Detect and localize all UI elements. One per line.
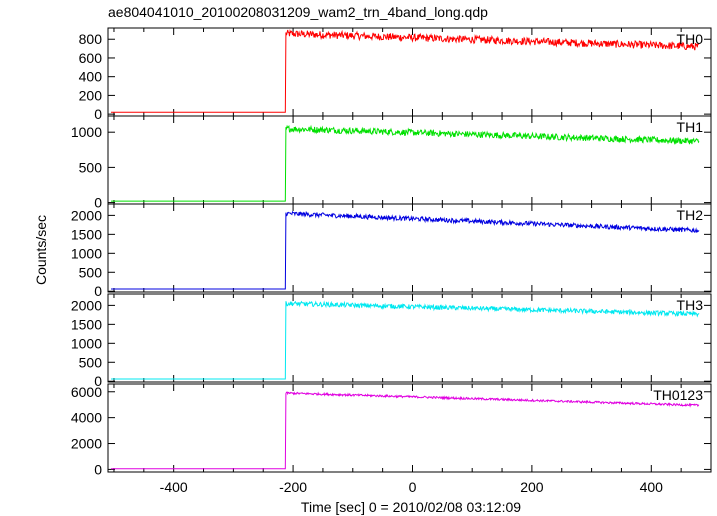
y-tick-label: 0: [94, 461, 102, 477]
series-line-th1: [110, 124, 700, 202]
y-tick-label: 0: [94, 195, 102, 211]
panel-frame: [107, 383, 712, 473]
x-axis-label: Time [sec] 0 = 2010/02/08 03:12:09: [301, 499, 521, 515]
chart-title: ae804041010_20100208031209_wam2_trn_4ban…: [108, 4, 488, 20]
y-axis-label: Counts/sec: [33, 215, 49, 285]
series-label-th0123: TH0123: [653, 387, 703, 403]
x-tick-label: 400: [640, 479, 664, 495]
y-tick-label: 500: [79, 159, 103, 175]
panel-frame: [107, 203, 712, 293]
y-tick-label: 0: [94, 106, 102, 122]
y-tick-label: 1500: [71, 316, 102, 332]
x-tick-label: 200: [520, 479, 544, 495]
series-line-th2: [110, 210, 700, 290]
panel-frame: [107, 27, 712, 117]
y-tick-label: 2000: [71, 297, 102, 313]
y-tick-label: 1000: [71, 124, 102, 140]
y-tick-label: 1000: [71, 245, 102, 261]
series-label-th0: TH0: [677, 31, 704, 47]
panel-th2: 0 500 1000 1500 2000 TH2: [71, 203, 712, 299]
y-tick-label: 500: [79, 354, 103, 370]
y-tick-label: 1500: [71, 226, 102, 242]
y-tick-label: 500: [79, 264, 103, 280]
y-tick-label: 2000: [71, 436, 102, 452]
panel-th0: 0 200 400 600 800 TH0: [79, 27, 712, 122]
panel-frame: [107, 293, 712, 383]
series-line-th0123: [110, 391, 700, 470]
panels-group: 0 200 400 600 800 TH0 0 500 1000 TH1 0 500 1000 1500 2…: [71, 27, 712, 477]
y-tick-label: 800: [79, 31, 103, 47]
y-tick-label: 200: [79, 87, 103, 103]
y-tick-label: 0: [94, 373, 102, 389]
y-tick-label: 400: [79, 69, 103, 85]
y-tick-label: 4000: [71, 410, 102, 426]
x-tick-label: -400: [160, 479, 188, 495]
series-line-th0: [110, 29, 700, 113]
x-tick-label: -200: [279, 479, 307, 495]
y-tick-label: 1000: [71, 335, 102, 351]
panel-th3: 0 500 1000 1500 2000 TH3: [71, 293, 712, 389]
series-label-th3: TH3: [677, 297, 704, 313]
y-tick-label: 6000: [71, 384, 102, 400]
x-axis-ticks: -400 -200 0 200 400: [160, 479, 664, 495]
series-line-th3: [110, 300, 700, 380]
panel-th1: 0 500 1000 TH1: [71, 115, 712, 211]
y-tick-label: 2000: [71, 207, 102, 223]
series-label-th1: TH1: [677, 119, 704, 135]
y-tick-label: 600: [79, 50, 103, 66]
x-tick-label: 0: [409, 479, 417, 495]
y-tick-label: 0: [94, 283, 102, 299]
series-label-th2: TH2: [677, 207, 704, 223]
panel-th0123: 0 2000 4000 6000 TH0123: [71, 383, 712, 477]
